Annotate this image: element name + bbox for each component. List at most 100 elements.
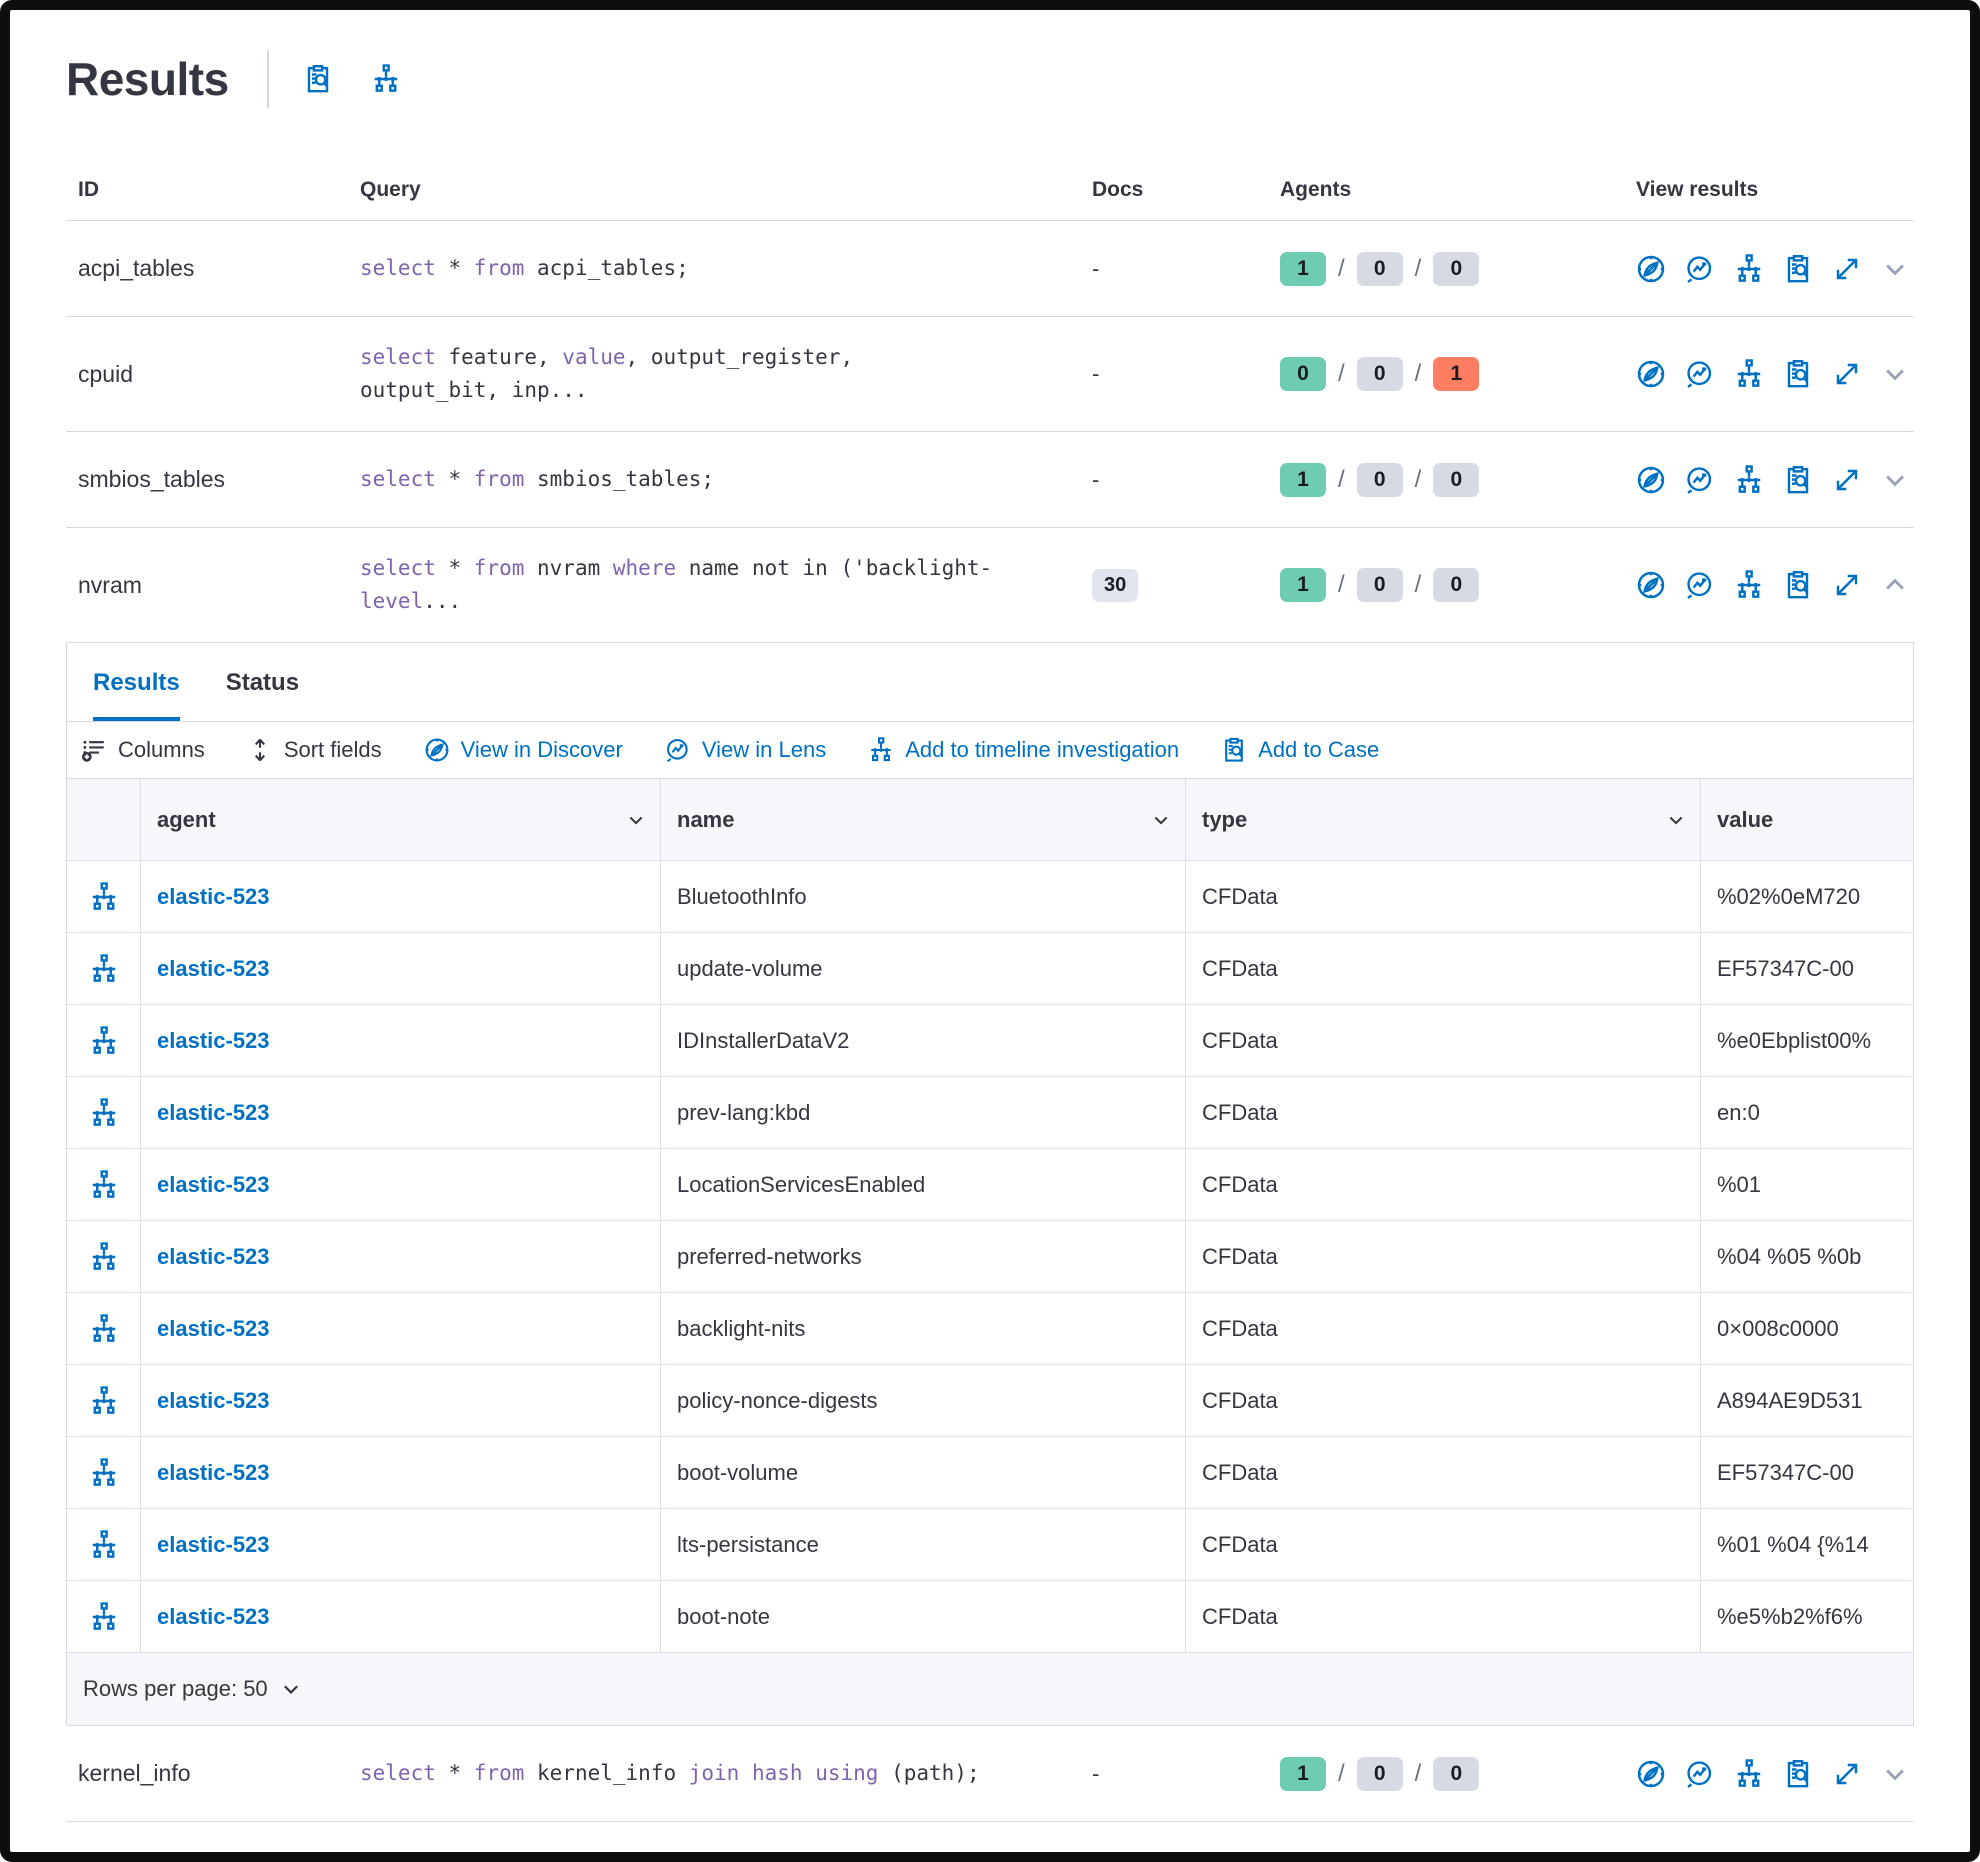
- row-add-to-timeline-button[interactable]: [67, 1437, 141, 1509]
- row-add-to-timeline-button[interactable]: [67, 1581, 141, 1653]
- row-add-to-timeline-button[interactable]: [67, 1293, 141, 1365]
- chevron-icon: [1881, 255, 1909, 283]
- view-in-discover-button[interactable]: [1636, 1759, 1666, 1789]
- agent-link[interactable]: elastic-523: [157, 1243, 270, 1269]
- agents-failed-badge: 0: [1433, 1853, 1479, 1862]
- timeline-icon[interactable]: [371, 64, 401, 94]
- add-to-case-button[interactable]: [1783, 254, 1813, 284]
- agent-link[interactable]: elastic-523: [157, 1459, 270, 1485]
- expand-icon: [1832, 465, 1862, 495]
- expand-row-button[interactable]: [1881, 1856, 1909, 1862]
- grid-cell-value: %e0Ebplist00%: [1701, 1005, 1913, 1077]
- grid-cell-value: en:0: [1701, 1077, 1913, 1149]
- add-to-timeline-button[interactable]: [1734, 359, 1764, 389]
- add-to-case-button[interactable]: Add to Case: [1221, 737, 1379, 763]
- grid-cell-type: CFData: [1186, 1581, 1701, 1653]
- view-in-lens-button[interactable]: [1685, 254, 1715, 284]
- agent-link[interactable]: elastic-523: [157, 1099, 270, 1125]
- expand-row-button[interactable]: [1881, 360, 1909, 388]
- add-to-timeline-button[interactable]: [1734, 570, 1764, 600]
- expand-fullscreen-button[interactable]: [1832, 254, 1862, 284]
- view-results-actions: [1578, 359, 1914, 389]
- expand-fullscreen-button[interactable]: [1832, 359, 1862, 389]
- case-icon: [1783, 1759, 1813, 1789]
- columns-icon: [81, 737, 107, 763]
- agent-link[interactable]: elastic-523: [157, 1387, 270, 1413]
- view-in-discover-button[interactable]: [1636, 570, 1666, 600]
- agent-link[interactable]: elastic-523: [157, 1531, 270, 1557]
- view-in-lens-button[interactable]: [1685, 570, 1715, 600]
- row-add-to-timeline-button[interactable]: [67, 1509, 141, 1581]
- query-row: kernel_info select * from kernel_info joi…: [66, 1726, 1914, 1822]
- agent-link[interactable]: elastic-523: [157, 1315, 270, 1341]
- timeline-icon: [89, 1242, 119, 1272]
- expand-row-button[interactable]: [1881, 255, 1909, 283]
- view-in-lens-button[interactable]: [1685, 465, 1715, 495]
- view-results-actions: [1578, 254, 1914, 284]
- row-add-to-timeline-button[interactable]: [67, 1077, 141, 1149]
- grid-column-header-value[interactable]: value: [1701, 779, 1913, 861]
- grid-cell-agent: elastic-523: [141, 1221, 661, 1293]
- grid-cell-agent: elastic-523: [141, 1293, 661, 1365]
- tab-results[interactable]: Results: [93, 669, 180, 721]
- grid-column-header-type[interactable]: type: [1186, 779, 1701, 861]
- view-in-lens-button[interactable]: [1685, 359, 1715, 389]
- row-add-to-timeline-button[interactable]: [67, 1005, 141, 1077]
- row-add-to-timeline-button[interactable]: [67, 1365, 141, 1437]
- agent-link[interactable]: elastic-523: [157, 1027, 270, 1053]
- grid-cell-name: preferred-networks: [661, 1221, 1186, 1293]
- view-in-lens-button[interactable]: [1685, 1855, 1715, 1862]
- sort-fields-button[interactable]: Sort fields: [247, 737, 382, 763]
- rows-per-page-control[interactable]: Rows per page: 50: [67, 1653, 1913, 1725]
- row-add-to-timeline-button[interactable]: [67, 861, 141, 933]
- agent-link[interactable]: elastic-523: [157, 955, 270, 981]
- tab-status[interactable]: Status: [225, 669, 300, 696]
- view-in-lens-button[interactable]: [1685, 1759, 1715, 1789]
- view-in-discover-button[interactable]: [1636, 359, 1666, 389]
- grid-column-header-name[interactable]: name: [661, 779, 1186, 861]
- grid-cell-value: %04 %05 %0b: [1701, 1221, 1913, 1293]
- grid-cell-type: CFData: [1186, 933, 1701, 1005]
- add-to-case-button[interactable]: [1783, 1855, 1813, 1862]
- grid-cell-type: CFData: [1186, 1005, 1701, 1077]
- agent-link[interactable]: elastic-523: [157, 1171, 270, 1197]
- view-in-lens-button[interactable]: View in Lens: [665, 737, 826, 763]
- grid-column-header-agent[interactable]: agent: [141, 779, 661, 861]
- queries-table: ID Query Docs Agents View results acpi_t…: [66, 164, 1914, 1862]
- view-in-discover-button[interactable]: [1636, 1855, 1666, 1862]
- expand-fullscreen-button[interactable]: [1832, 465, 1862, 495]
- expand-fullscreen-button[interactable]: [1832, 570, 1862, 600]
- timeline-icon: [89, 882, 119, 912]
- row-add-to-timeline-button[interactable]: [67, 1221, 141, 1293]
- expand-fullscreen-button[interactable]: [1832, 1855, 1862, 1862]
- add-to-case-button[interactable]: [1783, 465, 1813, 495]
- agents-success-badge: 1: [1280, 1853, 1326, 1862]
- columns-button[interactable]: Columns: [81, 737, 205, 763]
- agent-link[interactable]: elastic-523: [157, 1603, 270, 1629]
- view-in-discover-button[interactable]: [1636, 254, 1666, 284]
- collapse-row-button[interactable]: [1881, 571, 1909, 599]
- grid-cell-name: update-volume: [661, 933, 1186, 1005]
- add-to-case-button[interactable]: [1783, 359, 1813, 389]
- add-to-timeline-button[interactable]: [1734, 1759, 1764, 1789]
- agents-status: 1/0/0: [1238, 462, 1578, 497]
- inspect-icon[interactable]: [303, 64, 333, 94]
- add-to-timeline-button[interactable]: [1734, 1855, 1764, 1862]
- expand-fullscreen-button[interactable]: [1832, 1759, 1862, 1789]
- view-in-discover-button[interactable]: [1636, 465, 1666, 495]
- add-to-timeline-investigation-button[interactable]: Add to timeline investigation: [868, 737, 1179, 763]
- add-to-timeline-button[interactable]: [1734, 254, 1764, 284]
- row-add-to-timeline-button[interactable]: [67, 933, 141, 1005]
- grid-cell-value: %01: [1701, 1149, 1913, 1221]
- add-to-timeline-button[interactable]: [1734, 465, 1764, 495]
- row-add-to-timeline-button[interactable]: [67, 1149, 141, 1221]
- grid-cell-agent: elastic-523: [141, 933, 661, 1005]
- view-in-discover-button[interactable]: View in Discover: [424, 737, 623, 763]
- expand-row-button[interactable]: [1881, 466, 1909, 494]
- expand-row-button[interactable]: [1881, 1760, 1909, 1788]
- grid-cell-agent: elastic-523: [141, 1005, 661, 1077]
- add-to-case-button[interactable]: [1783, 570, 1813, 600]
- agent-link[interactable]: elastic-523: [157, 883, 270, 909]
- add-to-case-button[interactable]: [1783, 1759, 1813, 1789]
- agents-pending-badge: 0: [1356, 251, 1403, 286]
